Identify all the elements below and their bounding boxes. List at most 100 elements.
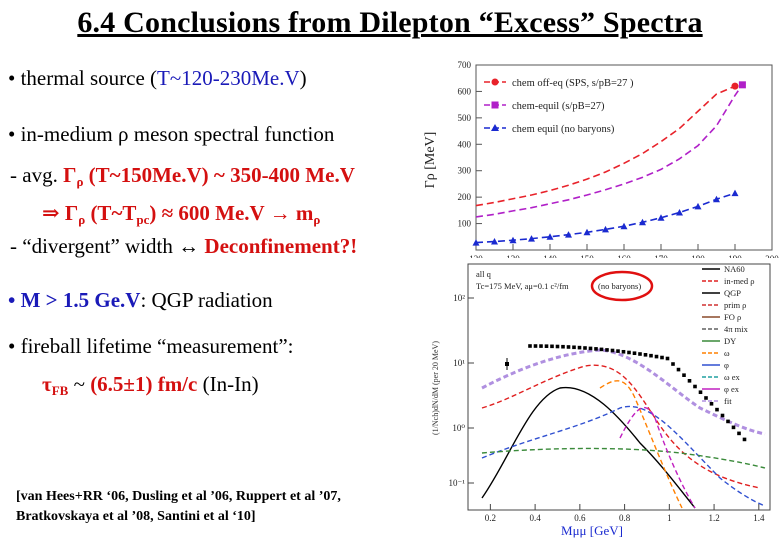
data-point xyxy=(605,348,609,352)
legend-label: chem equil (no baryons) xyxy=(512,124,615,135)
y-tick-label: 200 xyxy=(458,192,472,202)
data-point xyxy=(698,390,703,395)
data-point xyxy=(638,352,642,356)
data-point xyxy=(555,344,560,349)
legend-marker xyxy=(491,78,499,86)
legend-label: ω ex xyxy=(724,372,740,382)
bullet-fireball-lifetime: • fireball lifetime “measurement”: xyxy=(8,334,294,358)
annotation-line2: Tc=175 MeV, aμ=0.1 c²/fm xyxy=(476,281,569,291)
series-marker xyxy=(676,208,683,216)
x-tick-label: 1.2 xyxy=(708,513,719,523)
legend-label: 4π mix xyxy=(724,324,749,334)
bullet-qgp-radiation: • M > 1.5 Ge.V: QGP radiation xyxy=(8,288,273,312)
data-point xyxy=(720,413,725,418)
series-line-2 xyxy=(475,84,744,218)
y-axis-label: Γρ [MeV] xyxy=(423,132,438,189)
data-point xyxy=(693,384,697,389)
bullet-tau-fb: τFB ~ (6.5±1) fm/c (In-In) xyxy=(42,372,259,398)
legend-label: prim ρ xyxy=(724,300,746,310)
data-point xyxy=(665,356,670,361)
data-point xyxy=(627,350,631,355)
y-tick-label: 10² xyxy=(453,293,465,303)
bullet-avg-width: - avg. Γρ (T~150Me.V) ~ 350-400 Me.V xyxy=(10,163,355,189)
series-marker xyxy=(620,222,628,230)
legend-label: in-med ρ xyxy=(724,276,754,286)
slide-title: 6.4 Conclusions from Dilepton “Excess” S… xyxy=(77,6,703,39)
series-line-3 xyxy=(475,192,736,244)
data-point xyxy=(687,379,692,383)
references: [van Hees+RR ‘06, Dusling et al ’06, Rup… xyxy=(16,489,341,524)
legend-label: QGP xyxy=(724,288,741,298)
series-marker xyxy=(713,195,720,203)
data-point xyxy=(654,354,659,359)
data-point xyxy=(643,353,648,357)
y-tick-label: 10⁰ xyxy=(452,423,465,433)
rho-symbol: ρ xyxy=(118,122,129,146)
data-point xyxy=(577,345,582,350)
temperature-range: T~120-230Me.V xyxy=(157,66,300,90)
plot-frame xyxy=(467,263,771,511)
series-marker xyxy=(509,236,517,244)
y-axis-label: (1/Nch)dN/dM (per 20 MeV) xyxy=(431,341,440,435)
data-point xyxy=(715,407,719,412)
legend-label: chem-equil (s/pB=27) xyxy=(512,101,605,112)
data-point xyxy=(539,344,543,348)
data-point xyxy=(621,349,626,354)
bullet-thermal-source: • thermal source (T~120-230Me.V) xyxy=(8,66,307,90)
data-point xyxy=(671,362,675,366)
data-point xyxy=(632,351,637,356)
data-point xyxy=(599,347,604,352)
series-marker xyxy=(546,233,554,240)
data-point xyxy=(550,344,554,349)
annotation-line1: all q xyxy=(476,269,492,279)
data-point xyxy=(649,353,653,358)
legend-label: φ xyxy=(724,360,729,370)
series-marker xyxy=(639,218,646,226)
x-tick-label: 0.6 xyxy=(574,513,586,523)
series-marker xyxy=(657,214,665,221)
plot-frame xyxy=(475,64,773,251)
data-point xyxy=(594,347,598,351)
legend-label: DY xyxy=(724,336,736,346)
curve-phi-ex xyxy=(619,406,696,509)
legend-marker xyxy=(491,124,499,131)
data-point xyxy=(704,396,708,400)
x-tick-label: 0.2 xyxy=(485,513,496,523)
data-point xyxy=(616,349,620,353)
series-marker xyxy=(583,228,591,236)
data-point xyxy=(528,344,532,348)
annotation-line3: (no baryons) xyxy=(598,281,641,291)
y-tick-label: 100 xyxy=(458,219,472,229)
data-point xyxy=(709,401,714,406)
data-point xyxy=(737,431,741,436)
curve-phi xyxy=(481,405,766,507)
dilepton-spectrum-chart: 0.2 0.4 0.6 0.8 1 1.2 1.4 10² 10¹ 10⁰ 10⁻¹ (1/Nch)d… xyxy=(420,258,780,540)
x-tick-label: 1.4 xyxy=(753,513,765,523)
y-tick-label: 10¹ xyxy=(453,358,465,368)
legend-label: fit xyxy=(724,396,732,406)
x-tick-label: 0.4 xyxy=(529,513,541,523)
highlight-ellipse xyxy=(590,270,654,302)
legend-label: NA60 xyxy=(724,264,745,274)
y-tick-label: 500 xyxy=(458,113,472,123)
data-point xyxy=(676,367,681,372)
series-marker xyxy=(565,231,572,238)
series-marker xyxy=(731,82,739,90)
data-point xyxy=(566,345,571,349)
legend-label: ω xyxy=(724,348,730,358)
data-point xyxy=(682,373,686,377)
data-point xyxy=(588,346,593,351)
data-point xyxy=(610,348,615,353)
series-marker xyxy=(602,225,609,233)
curve-omega xyxy=(599,380,683,509)
data-point xyxy=(505,362,509,366)
series-marker xyxy=(491,238,498,245)
x-tick-label: 0.8 xyxy=(619,513,631,523)
y-tick-label: 10⁻¹ xyxy=(449,478,466,488)
data-point xyxy=(572,345,576,350)
spectrum-chart-svg: 0.2 0.4 0.6 0.8 1 1.2 1.4 10² 10¹ 10⁰ 10⁻¹ (1/Nch)d… xyxy=(431,263,771,538)
data-point xyxy=(533,344,538,348)
series-marker xyxy=(694,202,702,210)
series-marker xyxy=(738,81,746,89)
bullet-divergent-width: - “divergent” width ↔ Deconfinement?! xyxy=(10,234,358,258)
